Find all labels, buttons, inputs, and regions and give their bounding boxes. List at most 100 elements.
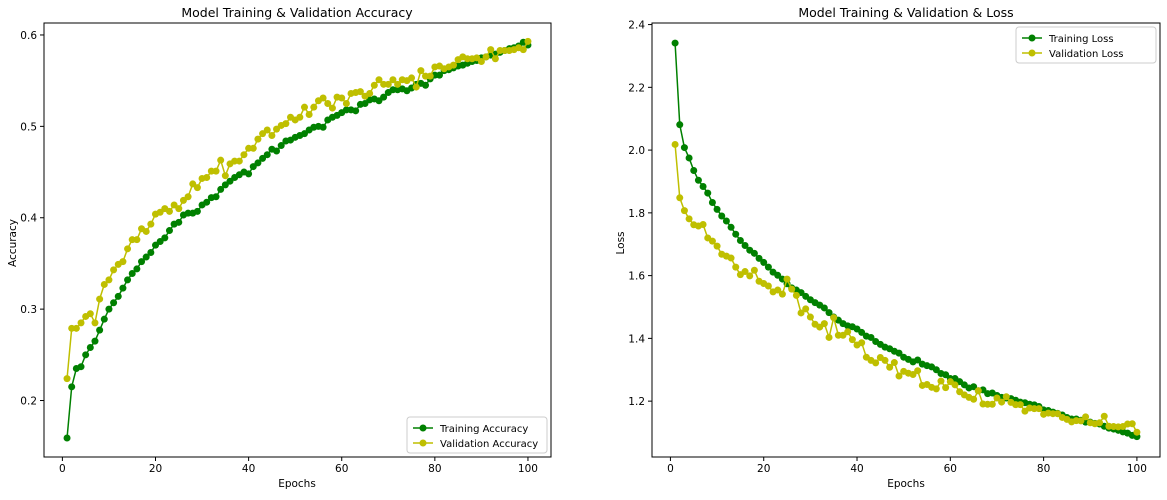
plot-area: [63, 37, 532, 442]
data-point: [110, 266, 118, 274]
data-point: [722, 217, 730, 225]
data-point: [676, 194, 684, 202]
data-point: [422, 81, 430, 89]
plot-frame: [43, 22, 552, 458]
y-tick-label: 2.0: [628, 145, 645, 157]
data-point: [774, 271, 782, 279]
x-tick-label: 20: [149, 463, 162, 475]
data-point: [1082, 413, 1090, 421]
loss-chart: Model Training & Validation & Loss Loss …: [615, 5, 1161, 490]
y-tick-label: 0.6: [20, 30, 37, 42]
data-point: [1077, 417, 1085, 425]
legend-marker: [419, 424, 427, 432]
data-point: [750, 266, 758, 274]
data-point: [91, 337, 99, 345]
data-point: [356, 88, 364, 96]
legend-box: [1015, 26, 1157, 64]
data-point: [482, 53, 490, 61]
x-tick-label: 100: [518, 463, 538, 475]
data-point: [895, 372, 903, 380]
accuracy-chart: Model Training & Validation Accuracy Acc…: [7, 5, 552, 490]
data-point: [1016, 401, 1024, 409]
plot-area: [671, 39, 1141, 441]
data-point: [319, 94, 327, 102]
data-point: [212, 167, 220, 175]
data-point: [820, 304, 828, 312]
data-point: [138, 258, 146, 266]
data-point: [914, 367, 922, 375]
x-tick-label: 80: [428, 463, 441, 475]
data-point: [755, 254, 763, 262]
data-point: [713, 205, 721, 213]
data-point: [91, 319, 99, 327]
data-point: [671, 39, 679, 47]
data-point: [254, 135, 262, 143]
data-point: [217, 185, 225, 193]
data-point: [338, 94, 346, 102]
data-point: [370, 81, 378, 89]
data-point: [524, 37, 532, 45]
data-point: [872, 359, 880, 367]
data-point: [858, 339, 866, 347]
data-point: [797, 309, 805, 317]
legend: Training Accuracy Validation Accuracy: [406, 416, 548, 454]
legend: Training Loss Validation Loss: [1015, 26, 1157, 64]
data-point: [1100, 412, 1108, 420]
data-point: [352, 107, 360, 115]
data-point: [914, 356, 922, 364]
data-point: [124, 245, 132, 253]
data-point: [727, 223, 735, 231]
data-point: [124, 276, 132, 284]
data-point: [1133, 428, 1141, 436]
data-point: [165, 207, 173, 215]
data-point: [273, 147, 281, 155]
data-point: [942, 384, 950, 392]
data-point: [217, 156, 225, 164]
data-point: [435, 71, 443, 79]
data-point: [881, 356, 889, 364]
data-point: [676, 121, 684, 129]
chart-title: Model Training & Validation & Loss: [798, 5, 1013, 20]
y-tick-label: 1.2: [628, 396, 645, 408]
data-point: [110, 299, 118, 307]
data-point: [783, 275, 791, 283]
data-point: [830, 314, 838, 322]
data-point: [491, 55, 499, 63]
data-point: [96, 326, 104, 334]
data-point: [932, 385, 940, 393]
y-tick-label: 2.2: [628, 82, 645, 94]
data-point: [708, 198, 716, 206]
data-point: [119, 284, 127, 292]
data-point: [713, 242, 721, 250]
data-point: [806, 313, 814, 321]
data-point: [119, 258, 127, 266]
data-point: [300, 103, 308, 111]
data-point: [319, 123, 327, 131]
data-point: [732, 230, 740, 238]
x-axis-label: Epochs: [278, 478, 316, 490]
data-point: [245, 170, 253, 178]
data-point: [671, 140, 679, 148]
series-line-validation: [66, 40, 529, 379]
series-line-training: [674, 43, 1138, 438]
x-tick-label: 0: [667, 463, 674, 475]
data-point: [142, 227, 150, 235]
data-point: [133, 236, 141, 244]
data-point: [161, 234, 169, 242]
data-point: [72, 324, 80, 332]
data-point: [993, 394, 1001, 402]
data-point: [328, 104, 336, 112]
x-tick-label: 40: [242, 463, 255, 475]
data-point: [477, 57, 485, 65]
data-point: [175, 218, 183, 226]
data-point: [844, 328, 852, 336]
data-point: [998, 398, 1006, 406]
data-point: [802, 305, 810, 313]
legend-marker: [419, 439, 427, 447]
data-point: [718, 212, 726, 220]
data-point: [268, 131, 276, 139]
data-point: [426, 72, 434, 80]
x-tick-label: 0: [59, 463, 66, 475]
data-point: [825, 309, 833, 317]
